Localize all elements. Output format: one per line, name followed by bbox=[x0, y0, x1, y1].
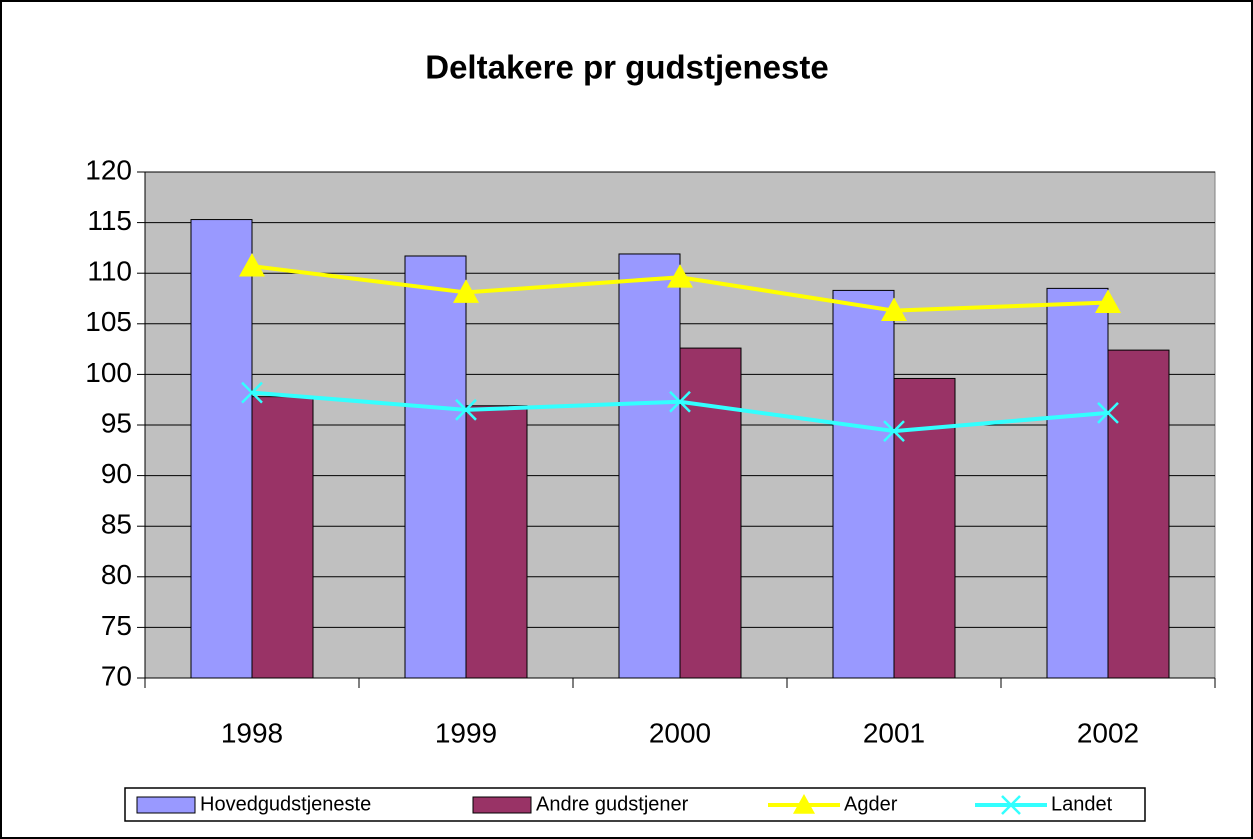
line-marker bbox=[241, 381, 263, 404]
bar bbox=[465, 405, 528, 679]
legend-label: Andre gudstjener bbox=[536, 793, 689, 815]
line-marker bbox=[881, 297, 907, 322]
bar bbox=[1046, 287, 1109, 679]
bar bbox=[679, 347, 742, 679]
bar bbox=[190, 219, 253, 679]
legend-marker bbox=[793, 794, 815, 814]
legend-label: Hovedgudstjeneste bbox=[200, 793, 371, 815]
x-tick-label: 2000 bbox=[649, 717, 711, 748]
bar bbox=[251, 396, 314, 679]
legend-label: Agder bbox=[844, 793, 898, 815]
line-marker bbox=[239, 253, 265, 277]
y-tick-label: 105 bbox=[85, 306, 132, 337]
y-tick-label: 70 bbox=[101, 660, 132, 691]
y-tick-label: 75 bbox=[101, 610, 132, 641]
bar bbox=[618, 253, 681, 679]
bar bbox=[832, 289, 895, 679]
bar bbox=[1107, 349, 1170, 679]
legend-marker bbox=[1001, 795, 1021, 815]
line-marker bbox=[669, 390, 691, 413]
legend-swatch bbox=[136, 796, 196, 814]
chart-title: Deltakere pr gudstjeneste bbox=[425, 49, 828, 86]
line-marker bbox=[453, 279, 479, 303]
y-tick-label: 120 bbox=[85, 154, 132, 185]
y-tick-label: 80 bbox=[101, 559, 132, 590]
x-tick-label: 2001 bbox=[863, 717, 925, 748]
line-marker bbox=[1097, 401, 1119, 424]
bar bbox=[404, 255, 467, 679]
y-tick-label: 100 bbox=[85, 357, 132, 388]
y-tick-label: 95 bbox=[101, 407, 132, 438]
y-tick-label: 115 bbox=[87, 205, 132, 236]
line-marker bbox=[1095, 289, 1121, 313]
x-tick-label: 1999 bbox=[435, 717, 497, 748]
legend-label: Landet bbox=[1051, 793, 1113, 815]
y-tick-label: 90 bbox=[101, 458, 132, 489]
line-marker bbox=[455, 398, 477, 421]
y-tick-label: 110 bbox=[87, 256, 132, 287]
x-tick-label: 1998 bbox=[221, 717, 283, 748]
x-tick-label: 2002 bbox=[1077, 717, 1139, 748]
y-tick-label: 85 bbox=[101, 509, 132, 540]
line-marker bbox=[667, 264, 693, 288]
line-marker bbox=[883, 420, 905, 442]
legend-swatch bbox=[472, 796, 532, 814]
